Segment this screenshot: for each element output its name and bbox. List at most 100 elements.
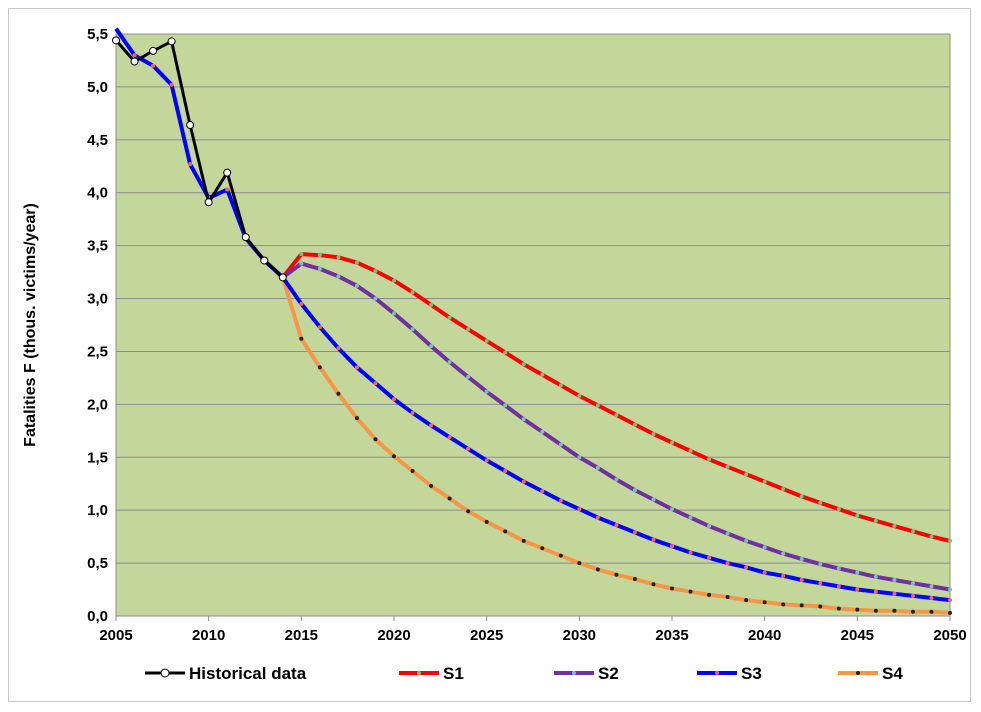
data-point <box>521 362 526 367</box>
x-tick-label: 2020 <box>377 627 410 644</box>
y-tick-label: 3,5 <box>87 238 108 255</box>
data-point <box>595 465 600 470</box>
data-point <box>225 187 230 192</box>
data-point <box>521 417 526 422</box>
data-point <box>873 608 878 613</box>
y-tick-label: 0,5 <box>87 555 108 572</box>
data-point <box>466 374 471 379</box>
data-point <box>429 344 434 349</box>
data-point <box>577 507 582 512</box>
data-point <box>112 36 120 45</box>
data-point <box>336 274 341 279</box>
data-point <box>632 576 637 581</box>
y-tick-label: 4,5 <box>87 132 108 149</box>
data-point <box>521 479 526 484</box>
data-point <box>577 455 582 460</box>
data-point <box>278 273 287 282</box>
data-point <box>410 469 415 474</box>
y-tick-label: 1,5 <box>87 449 108 466</box>
data-point <box>892 524 897 529</box>
data-point <box>799 603 804 608</box>
legend-swatch-marker <box>160 668 170 678</box>
data-point <box>540 489 545 494</box>
data-point <box>762 479 767 484</box>
data-point <box>688 550 693 555</box>
data-point <box>484 458 489 463</box>
y-tick-label: 0,0 <box>87 608 108 625</box>
data-point <box>540 546 545 551</box>
data-point <box>781 602 786 607</box>
y-tick-label: 2,5 <box>87 343 108 360</box>
data-point <box>447 435 452 440</box>
chart-frame: 0,0 0,5 1,0 1,5 2,0 2,5 3,0 3,5 4,0 4,5 5,0 5,5 200… <box>8 8 971 702</box>
legend-label: Historical data <box>189 664 307 683</box>
data-point <box>762 545 767 550</box>
data-point <box>781 551 786 556</box>
data-point <box>725 561 730 566</box>
data-point <box>725 464 730 469</box>
data-point <box>373 437 378 442</box>
data-point <box>818 562 823 567</box>
data-point <box>910 581 915 586</box>
data-point <box>670 586 674 591</box>
data-point <box>818 581 823 586</box>
data-point <box>577 393 582 398</box>
legend-label: S3 <box>741 664 762 683</box>
data-point <box>614 477 619 482</box>
y-axis-ticks: 0,0 0,5 1,0 1,5 2,0 2,5 3,0 3,5 4,0 4,5 5,0 5,5 <box>87 26 108 625</box>
data-point <box>818 604 823 609</box>
data-point <box>744 472 749 477</box>
legend-label: S4 <box>882 664 903 683</box>
legend-item: S2 <box>554 664 619 683</box>
data-point <box>614 522 619 527</box>
data-point <box>558 553 563 558</box>
legend-item: Historical data <box>145 664 307 683</box>
data-point <box>892 578 897 583</box>
y-tick-label: 5,5 <box>87 26 108 43</box>
data-point <box>614 412 619 417</box>
series-s1 <box>281 252 952 543</box>
data-point <box>688 589 693 594</box>
gridlines <box>116 33 950 617</box>
data-point <box>392 278 396 283</box>
data-point <box>540 429 545 434</box>
data-point <box>873 574 878 579</box>
data-point <box>167 37 176 46</box>
data-point <box>929 534 934 539</box>
series-line <box>114 39 284 279</box>
data-point <box>392 397 396 402</box>
data-point <box>558 498 563 503</box>
data-point <box>855 607 860 612</box>
legend-swatch-marker <box>417 671 421 675</box>
data-point <box>447 360 452 365</box>
data-point <box>130 57 139 66</box>
x-tick-label: 2040 <box>748 627 781 644</box>
data-point <box>429 483 434 488</box>
data-point <box>503 350 508 355</box>
data-point <box>744 538 749 543</box>
y-tick-label: 3,0 <box>87 291 108 308</box>
data-point <box>836 507 841 512</box>
data-point <box>392 454 396 459</box>
data-point <box>948 610 952 615</box>
data-point <box>429 423 434 428</box>
data-point <box>744 598 749 603</box>
data-point <box>373 296 378 301</box>
y-tick-label: 5,0 <box>87 79 108 96</box>
data-point <box>707 592 712 597</box>
data-point <box>873 518 878 523</box>
legend-label: S2 <box>598 664 619 683</box>
data-point <box>836 566 841 571</box>
data-point <box>354 365 359 370</box>
data-point <box>466 446 471 451</box>
legend-swatch-marker <box>856 671 860 675</box>
data-point <box>429 302 434 307</box>
data-point <box>336 346 341 351</box>
data-point <box>503 403 508 408</box>
data-point <box>410 410 415 415</box>
data-point <box>855 513 860 518</box>
data-point <box>948 538 952 543</box>
data-point <box>392 311 396 316</box>
data-point <box>558 383 563 388</box>
data-point <box>354 283 359 288</box>
